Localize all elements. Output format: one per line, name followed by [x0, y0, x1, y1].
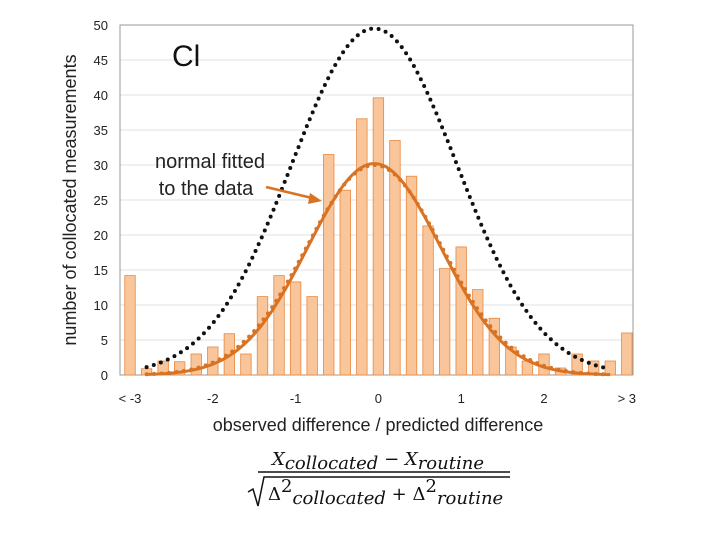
histogram-bar — [356, 118, 368, 376]
histogram-bar — [438, 268, 451, 376]
x-tick-labels: < -3 -2 -1 0 1 2 > 3 — [119, 391, 636, 406]
y-tick-label: 10 — [94, 298, 108, 313]
y-tick-label: 30 — [94, 158, 108, 173]
x-tick-label: -1 — [290, 391, 302, 406]
curves — [144, 26, 613, 377]
annotation-line-2: to the data — [159, 178, 254, 200]
numerator-sub2: routine — [418, 453, 484, 474]
x-tick-label: > 3 — [618, 391, 636, 406]
formula: Xcollocated − Xroutine Δ2collocated + Δ2… — [247, 449, 510, 509]
histogram-bar — [372, 97, 385, 376]
y-tick-label: 40 — [94, 88, 108, 103]
formula-numerator: Xcollocated − Xroutine — [270, 449, 484, 474]
histogram-bar — [323, 154, 335, 376]
x-tick-label: 1 — [458, 391, 465, 406]
numerator-x1: X — [270, 449, 286, 470]
denominator-delta1: Δ — [268, 484, 281, 505]
numerator-sub1: collocated — [285, 453, 379, 474]
annotation-line-1: normal fitted — [155, 151, 265, 173]
y-tick-label: 5 — [101, 333, 108, 348]
y-tick-label: 45 — [94, 53, 108, 68]
histogram-bar — [621, 332, 633, 376]
x-tick-label: -2 — [207, 391, 219, 406]
y-tick-labels: 0 5 10 15 20 25 30 35 40 45 50 — [94, 18, 108, 383]
denominator-delta2: Δ — [412, 484, 425, 505]
numerator-x2: X — [403, 449, 419, 470]
annotation-arrow-line — [265, 185, 313, 200]
histogram-bar — [488, 317, 500, 376]
histogram-bar — [174, 361, 186, 376]
histogram-bar — [190, 353, 202, 376]
y-tick-label: 50 — [94, 18, 108, 33]
histogram-bar — [405, 175, 418, 376]
y-axis-title: number of collocated measurements — [60, 54, 80, 345]
histogram-bar — [604, 360, 616, 376]
curve-fitted-solid — [146, 162, 611, 377]
chart-title: Cl — [172, 40, 200, 73]
histogram-bar — [422, 225, 434, 376]
denominator-sub1: collocated — [292, 488, 386, 509]
y-tick-label: 15 — [94, 263, 108, 278]
numerator-minus: − — [378, 449, 405, 470]
histogram-bar — [389, 140, 401, 376]
y-tick-label: 25 — [94, 193, 108, 208]
histogram-bar — [455, 246, 467, 376]
histogram-bar — [472, 289, 484, 376]
histogram-bar — [240, 353, 252, 376]
denominator-sub2: routine — [437, 488, 503, 509]
annotation-arrow-head — [308, 193, 322, 204]
histogram-bar — [256, 296, 269, 376]
histogram-bar — [273, 275, 285, 376]
sqrt-sign — [247, 476, 510, 507]
x-tick-label: 2 — [540, 391, 547, 406]
histogram-bar — [571, 353, 583, 376]
x-axis-title: observed difference / predicted differen… — [213, 415, 544, 435]
denominator-plus: + — [386, 484, 413, 505]
bars — [124, 97, 633, 376]
y-tick-label: 20 — [94, 228, 108, 243]
x-tick-label: 0 — [375, 391, 382, 406]
x-tick-label: < -3 — [119, 391, 142, 406]
denominator-sup2: 2 — [425, 476, 436, 497]
histogram-bar — [339, 189, 351, 376]
histogram-bar — [289, 281, 302, 376]
formula-denominator: Δ2collocated + Δ2routine — [268, 476, 503, 509]
curve-expected-dotted — [144, 26, 613, 371]
denominator-sup1: 2 — [281, 476, 292, 497]
y-tick-label: 0 — [101, 368, 108, 383]
histogram-bar — [124, 275, 136, 376]
histogram-bar — [306, 296, 318, 376]
y-tick-label: 35 — [94, 123, 108, 138]
